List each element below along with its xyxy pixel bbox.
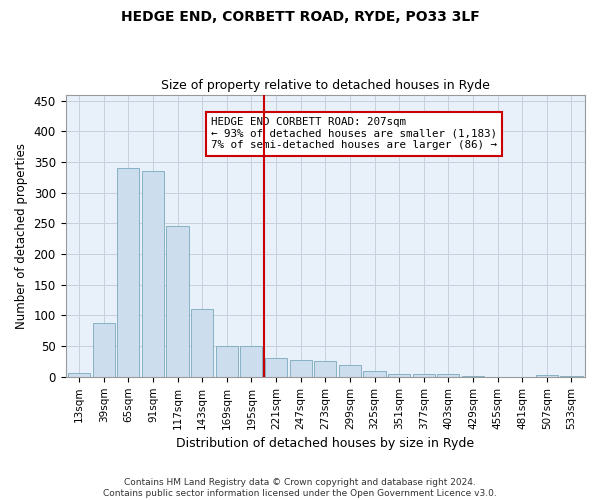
Bar xyxy=(314,362,337,377)
Bar xyxy=(290,360,312,377)
Text: Contains HM Land Registry data © Crown copyright and database right 2024.
Contai: Contains HM Land Registry data © Crown c… xyxy=(103,478,497,498)
Text: HEDGE END, CORBETT ROAD, RYDE, PO33 3LF: HEDGE END, CORBETT ROAD, RYDE, PO33 3LF xyxy=(121,10,479,24)
Bar xyxy=(216,346,238,377)
Bar xyxy=(413,374,435,377)
Bar xyxy=(191,310,213,377)
Bar xyxy=(536,375,558,377)
Bar xyxy=(142,172,164,377)
X-axis label: Distribution of detached houses by size in Ryde: Distribution of detached houses by size … xyxy=(176,437,475,450)
Bar xyxy=(117,168,139,377)
Bar xyxy=(388,374,410,377)
Bar xyxy=(364,370,386,377)
Title: Size of property relative to detached houses in Ryde: Size of property relative to detached ho… xyxy=(161,79,490,92)
Bar xyxy=(339,364,361,377)
Bar xyxy=(68,373,90,377)
Text: HEDGE END CORBETT ROAD: 207sqm
← 93% of detached houses are smaller (1,183)
7% o: HEDGE END CORBETT ROAD: 207sqm ← 93% of … xyxy=(211,117,497,150)
Bar xyxy=(437,374,460,377)
Bar xyxy=(560,376,583,377)
Bar xyxy=(241,346,262,377)
Bar xyxy=(92,323,115,377)
Y-axis label: Number of detached properties: Number of detached properties xyxy=(15,142,28,328)
Bar xyxy=(166,226,188,377)
Bar xyxy=(265,358,287,377)
Bar xyxy=(462,376,484,377)
